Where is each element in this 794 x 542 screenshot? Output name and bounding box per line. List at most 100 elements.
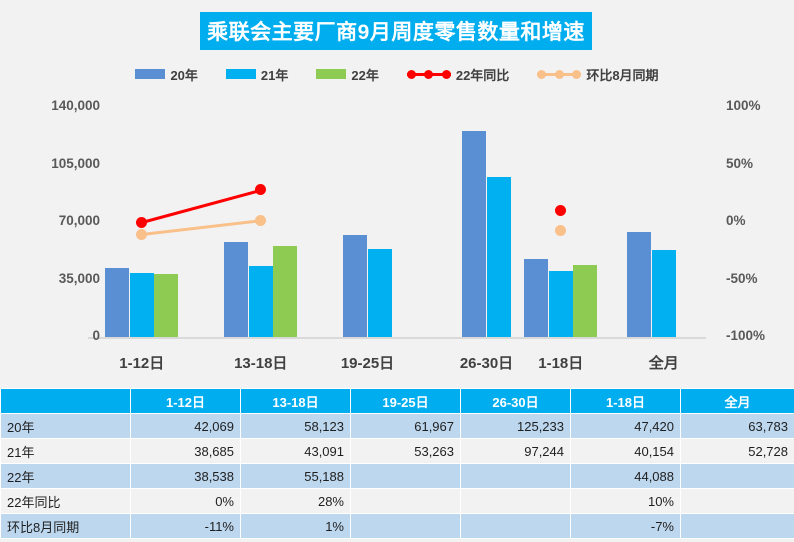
bar-20年-13-18日[interactable] xyxy=(224,241,248,337)
bar-21年-19-25日[interactable] xyxy=(367,249,392,337)
left-axis-tick: 105,000 xyxy=(51,155,100,171)
category-baseline xyxy=(88,337,706,339)
line-segment-环比8月同期 xyxy=(141,219,261,237)
bar-20年-全月[interactable] xyxy=(627,232,651,337)
legend-label: 20年 xyxy=(170,67,198,83)
bar-21年-26-30日[interactable] xyxy=(486,177,511,337)
bar-22年-13-18日[interactable] xyxy=(273,246,297,337)
right-axis-tick: 0% xyxy=(726,213,746,228)
table-cell: 44,088 xyxy=(570,463,681,489)
plot-area: 140,000 105,000 70,000 35,000 0 100% 50% 0% -50… xyxy=(0,92,794,354)
table-cell: 1% xyxy=(240,513,351,539)
bar-20年-19-25日[interactable] xyxy=(343,235,367,337)
right-axis-tick: -100% xyxy=(726,328,766,343)
legend-item-22年同比[interactable]: 22年同比 xyxy=(406,65,510,84)
table-row: 20年 42,069 58,123 61,967 125,233 47,420 63,783 xyxy=(0,413,794,439)
table-cell: 40,154 xyxy=(570,438,681,464)
bar-21年-全月[interactable] xyxy=(651,250,676,337)
left-axis-tick: 70,000 xyxy=(58,213,100,228)
table-cell: -7% xyxy=(570,513,681,539)
table-cell: 53,263 xyxy=(350,438,461,464)
legend-swatch-icon xyxy=(225,69,256,79)
bar-22年-1-18日[interactable] xyxy=(573,264,597,337)
table-row: 21年 38,685 43,091 53,263 97,244 40,154 52,728 xyxy=(0,438,794,464)
table-row: 22年 38,538 55,188 44,088 xyxy=(0,463,794,489)
table-cell xyxy=(680,463,794,489)
table-cell: 38,685 xyxy=(130,438,241,464)
legend-item-环比8月同期[interactable]: 环比8月同期 xyxy=(537,65,659,84)
table-cell xyxy=(680,488,794,514)
legend-item-22年[interactable]: 22年 xyxy=(316,65,379,84)
legend-label: 22年同比 xyxy=(455,67,510,83)
table-cell xyxy=(350,488,461,514)
bar-layer xyxy=(0,92,794,337)
legend-line-icon xyxy=(406,68,451,80)
table-row-header-环比8月同期: 环比8月同期 xyxy=(0,513,131,539)
table-cell: 0% xyxy=(130,488,241,514)
table-cell: 97,244 xyxy=(460,438,571,464)
table-corner-cell xyxy=(0,388,131,414)
table-cell xyxy=(460,488,571,514)
table-cell: 42,069 xyxy=(130,413,241,439)
left-axis-tick: 0 xyxy=(92,328,100,343)
table-cell: 10% xyxy=(570,488,681,514)
category-label-26-30日: 26-30日 xyxy=(459,355,514,372)
legend-line-icon xyxy=(537,68,582,80)
table-col-header-1-12日: 1-12日 xyxy=(130,388,241,414)
table-cell: -11% xyxy=(130,513,241,539)
table-col-header-13-18日: 13-18日 xyxy=(240,388,351,414)
table-row-header-20年: 20年 xyxy=(0,413,131,439)
left-axis-tick: 140,000 xyxy=(51,98,100,113)
bar-21年-1-18日[interactable] xyxy=(548,271,573,337)
table-cell: 61,967 xyxy=(350,413,461,439)
bar-20年-26-30日[interactable] xyxy=(462,131,486,337)
data-point-22年同比-1-18日[interactable] xyxy=(555,205,567,216)
legend-item-20年[interactable]: 20年 xyxy=(135,65,198,84)
legend-swatch-icon xyxy=(316,69,347,79)
table-cell: 63,783 xyxy=(680,413,794,439)
category-label-19-25日: 19-25日 xyxy=(340,355,395,372)
table-row-header-21年: 21年 xyxy=(0,438,131,464)
category-axis-labels: 1-12日 13-18日 19-25日 26-30日 1-18日 全月 xyxy=(0,352,794,380)
table-cell: 43,091 xyxy=(240,438,351,464)
table-cell: 52,728 xyxy=(680,438,794,464)
table-body: 20年 42,069 58,123 61,967 125,233 47,420 63,783… xyxy=(0,413,794,539)
category-label-1-18日: 1-18日 xyxy=(538,355,584,372)
data-point-22年同比-13-18日[interactable] xyxy=(255,184,267,196)
table-row: 环比8月同期 -11% 1% -7% xyxy=(0,513,794,539)
data-point-环比8月同期-13-18日[interactable] xyxy=(255,215,267,227)
page-title: 乘联会主要厂商9月周度零售数量和增速 xyxy=(207,21,585,44)
table-cell: 58,123 xyxy=(240,413,351,439)
line-segment-22年同比 xyxy=(141,188,262,224)
legend-swatch-icon xyxy=(135,69,166,79)
data-point-环比8月同期-1-18日[interactable] xyxy=(555,224,567,236)
table-cell xyxy=(460,513,571,539)
bar-22年-1-12日[interactable] xyxy=(154,273,178,337)
bar-21年-1-12日[interactable] xyxy=(129,273,154,337)
bar-20年-1-18日[interactable] xyxy=(524,259,548,337)
bar-21年-13-18日[interactable] xyxy=(248,266,273,337)
legend-label: 22年 xyxy=(351,67,379,83)
table-cell: 38,538 xyxy=(130,463,241,489)
chart-legend: 20年 21年 22年 22年同比 环比8月同期 xyxy=(0,60,794,88)
table-col-header-19-25日: 19-25日 xyxy=(350,388,461,414)
table-cell: 28% xyxy=(240,488,351,514)
bar-20年-1-12日[interactable] xyxy=(105,267,129,337)
category-label-全月: 全月 xyxy=(648,355,679,372)
table-row: 22年同比 0% 28% 10% xyxy=(0,488,794,514)
table-cell xyxy=(680,513,794,539)
data-point-环比8月同期-1-12日[interactable] xyxy=(136,229,148,241)
table-cell: 47,420 xyxy=(570,413,681,439)
table-cell xyxy=(460,463,571,489)
table-cell xyxy=(350,463,461,489)
category-label-1-12日: 1-12日 xyxy=(119,355,165,372)
table-cell xyxy=(350,513,461,539)
legend-item-21年[interactable]: 21年 xyxy=(225,65,288,84)
data-point-22年同比-1-12日[interactable] xyxy=(136,216,148,228)
table-cell: 125,233 xyxy=(460,413,571,439)
table-header-row: 1-12日 13-18日 19-25日 26-30日 1-18日 全月 xyxy=(0,388,794,414)
legend-label: 环比8月同期 xyxy=(586,67,659,83)
right-axis-tick: -50% xyxy=(726,270,758,286)
right-axis-tick: 50% xyxy=(726,155,754,171)
